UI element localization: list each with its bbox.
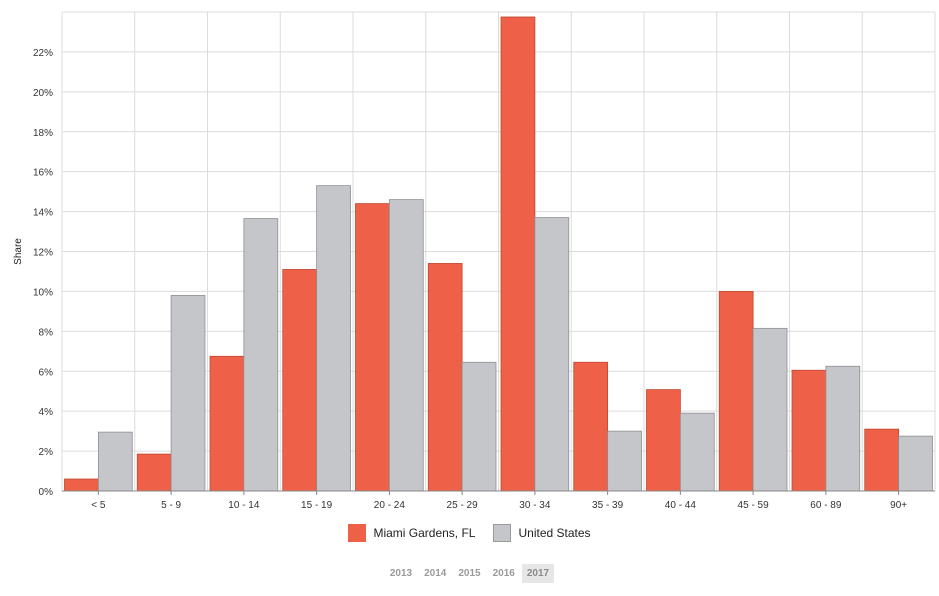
bar-miami-gardens xyxy=(355,203,390,492)
y-tick-label: 6% xyxy=(39,367,54,378)
legend-label-miami-gardens: Miami Gardens, FL xyxy=(373,526,476,540)
bar-united-states xyxy=(243,218,279,492)
bar-united-states xyxy=(825,365,861,492)
legend-item-miami-gardens[interactable]: Miami Gardens, FL xyxy=(348,524,475,542)
bar-miami-gardens xyxy=(864,428,900,492)
bar-miami-gardens xyxy=(573,361,609,492)
bar-miami-gardens xyxy=(64,478,99,492)
legend-swatch-miami-gardens xyxy=(348,524,367,542)
year-button-2013[interactable]: 2013 xyxy=(389,568,413,579)
y-tick-label: 20% xyxy=(33,88,53,99)
bar-united-states xyxy=(607,430,642,492)
y-tick-label: 18% xyxy=(33,128,53,139)
bar-miami-gardens xyxy=(791,369,827,492)
bar-miami-gardens xyxy=(500,16,536,492)
legend-item-united-states[interactable]: United States xyxy=(493,524,591,542)
y-tick-label: 4% xyxy=(39,407,54,418)
bar-miami-gardens xyxy=(646,389,681,492)
bar-miami-gardens xyxy=(282,269,318,492)
y-tick-label: 12% xyxy=(33,248,53,259)
x-tick-label: 5 - 9 xyxy=(161,500,181,511)
bar-united-states xyxy=(97,431,133,492)
bar-united-states xyxy=(534,217,570,492)
y-tick-label: 22% xyxy=(33,48,53,59)
y-tick-label: 8% xyxy=(39,327,54,338)
year-button-2017[interactable]: 2017 xyxy=(521,564,555,583)
bar-miami-gardens xyxy=(427,263,463,492)
y-axis-label: Share xyxy=(13,238,24,265)
y-tick-label: 0% xyxy=(39,487,54,498)
bar-united-states xyxy=(461,361,497,492)
x-tick-label: 15 - 19 xyxy=(301,500,333,511)
bar-united-states xyxy=(898,435,933,492)
year-button-2016[interactable]: 2016 xyxy=(492,568,515,579)
x-tick-label: 40 - 44 xyxy=(665,500,697,511)
x-tick-label: 30 - 34 xyxy=(519,500,551,511)
x-tick-label: 35 - 39 xyxy=(592,500,624,511)
x-tick-label: 10 - 14 xyxy=(228,500,260,511)
legend-swatch-united-states xyxy=(493,524,512,542)
bar-united-states xyxy=(679,412,715,492)
bar-miami-gardens xyxy=(209,355,245,492)
bar-united-states xyxy=(170,295,206,492)
year-selector: 2013 2014 2015 2016 2017 xyxy=(0,564,939,583)
bar-united-states xyxy=(752,327,788,492)
year-button-2014[interactable]: 2014 xyxy=(424,568,447,579)
legend: Miami Gardens, FL United States xyxy=(0,524,939,542)
bar-united-states xyxy=(316,185,351,492)
x-tick-label: 25 - 29 xyxy=(447,500,479,511)
y-tick-label: 16% xyxy=(33,168,53,179)
x-tick-label: 60 - 89 xyxy=(810,500,842,511)
legend-label-united-states: United States xyxy=(518,526,591,540)
bar-miami-gardens xyxy=(718,291,754,492)
year-button-2015[interactable]: 2015 xyxy=(458,568,481,579)
y-tick-label: 10% xyxy=(33,287,53,298)
bar-united-states xyxy=(388,199,424,492)
x-tick-label: 90+ xyxy=(890,500,907,511)
x-tick-label: < 5 xyxy=(91,500,106,511)
x-tick-label: 45 - 59 xyxy=(738,500,770,511)
y-tick-label: 14% xyxy=(33,208,53,219)
y-tick-label: 2% xyxy=(39,447,54,458)
bar-miami-gardens xyxy=(136,453,172,492)
x-tick-label: 20 - 24 xyxy=(374,500,406,511)
